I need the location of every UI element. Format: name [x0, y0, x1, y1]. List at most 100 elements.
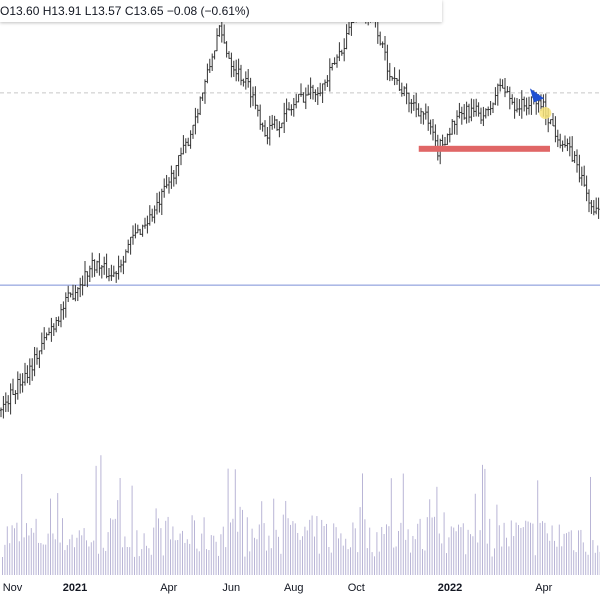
x-axis: Nov 2021 Apr Jun Aug Oct 2022 Apr [0, 578, 600, 600]
price-bar [403, 86, 406, 97]
volume-bar [527, 521, 529, 575]
price-bar [134, 223, 137, 239]
price-bar [139, 228, 142, 235]
volume-bar [297, 532, 299, 575]
price-bar [172, 170, 175, 187]
price-bar [218, 25, 221, 37]
volume-bar [474, 493, 476, 575]
volume-bar [575, 552, 577, 575]
volume-bar [501, 546, 503, 575]
volume-bar [398, 530, 399, 575]
volume-bar [352, 522, 354, 575]
price-bar [223, 24, 226, 44]
price-bar [239, 64, 243, 86]
price-bar [530, 96, 533, 115]
volume-bar [412, 535, 414, 575]
volume-bar [414, 539, 416, 575]
price-bar [391, 76, 394, 81]
volume-bar [227, 468, 229, 575]
volume-bar [170, 539, 171, 575]
price-bar [74, 285, 77, 302]
volume-bar [402, 473, 404, 575]
volume-bar [35, 518, 37, 575]
volume-bar [26, 523, 27, 575]
price-bar [463, 104, 466, 120]
volume-bar [261, 501, 263, 575]
volume-bar [210, 535, 212, 575]
support-zone-rectangle[interactable] [418, 145, 550, 152]
volume-bar [38, 542, 39, 575]
flag-marker-icon[interactable] [529, 88, 544, 103]
price-bar [326, 75, 329, 87]
volume-bar [30, 528, 32, 575]
volume-bar [546, 533, 548, 575]
price-bar [340, 49, 343, 56]
price-bar [98, 253, 101, 276]
volume-bar [160, 528, 162, 575]
volume-bar [256, 539, 258, 575]
volume-bar [506, 537, 507, 575]
volume-bar [167, 516, 169, 575]
x-tick-label: Nov [2, 582, 23, 594]
volume-bar [148, 548, 150, 575]
price-bar [9, 383, 12, 415]
volume-bar [513, 536, 515, 575]
price-bar [489, 101, 492, 116]
price-bar [496, 83, 499, 106]
volume-bar [90, 542, 92, 575]
price-bar [203, 79, 207, 104]
price-bar [379, 31, 382, 46]
price-bar [259, 104, 262, 130]
price-bar [580, 166, 583, 186]
price-bar [129, 236, 132, 255]
price-bar [261, 122, 264, 132]
price-bar [400, 82, 403, 97]
price-bar [38, 350, 41, 369]
volume-bar [155, 508, 157, 575]
volume-bar [306, 530, 308, 575]
volume-bar [532, 523, 534, 575]
price-bar [575, 149, 579, 173]
volume-bar [112, 519, 114, 575]
price-bar [127, 239, 130, 254]
price-bar [287, 102, 291, 111]
volume-bar [162, 555, 164, 575]
price-bar [117, 255, 120, 280]
price-bar [592, 200, 595, 216]
volume-bar [549, 540, 551, 575]
highlight-dot-icon[interactable] [539, 107, 552, 120]
price-bar [21, 373, 24, 393]
price-bar [19, 373, 22, 394]
price-bar [47, 327, 51, 336]
price-bar [597, 197, 600, 219]
price-bar [230, 52, 233, 78]
price-bar [501, 79, 504, 89]
volume-bar [18, 541, 20, 575]
chart-annotations[interactable] [418, 88, 552, 152]
volume-bar [57, 493, 59, 575]
volume-bar [321, 519, 323, 575]
volume-bar [52, 533, 54, 575]
price-bar [415, 92, 418, 118]
price-bar [477, 102, 480, 117]
price-bar [503, 78, 507, 98]
price-bar [124, 249, 127, 263]
price-bar [175, 165, 178, 185]
price-bar [323, 79, 327, 91]
price-bar [189, 130, 192, 149]
volume-bar [544, 522, 546, 575]
price-bar [424, 103, 427, 120]
volume-bar [28, 535, 30, 575]
price-bar [31, 358, 34, 381]
volume-bar [455, 531, 457, 575]
price-bar [247, 69, 250, 88]
legend-change: −0.08 (−0.61%) [166, 4, 250, 18]
price-bar [506, 86, 509, 93]
volume-bar [33, 532, 35, 575]
volume-bar [340, 533, 342, 575]
price-bar [268, 115, 271, 146]
volume-bar [304, 526, 306, 575]
price-bar [309, 77, 312, 100]
volume-bar [74, 547, 75, 575]
